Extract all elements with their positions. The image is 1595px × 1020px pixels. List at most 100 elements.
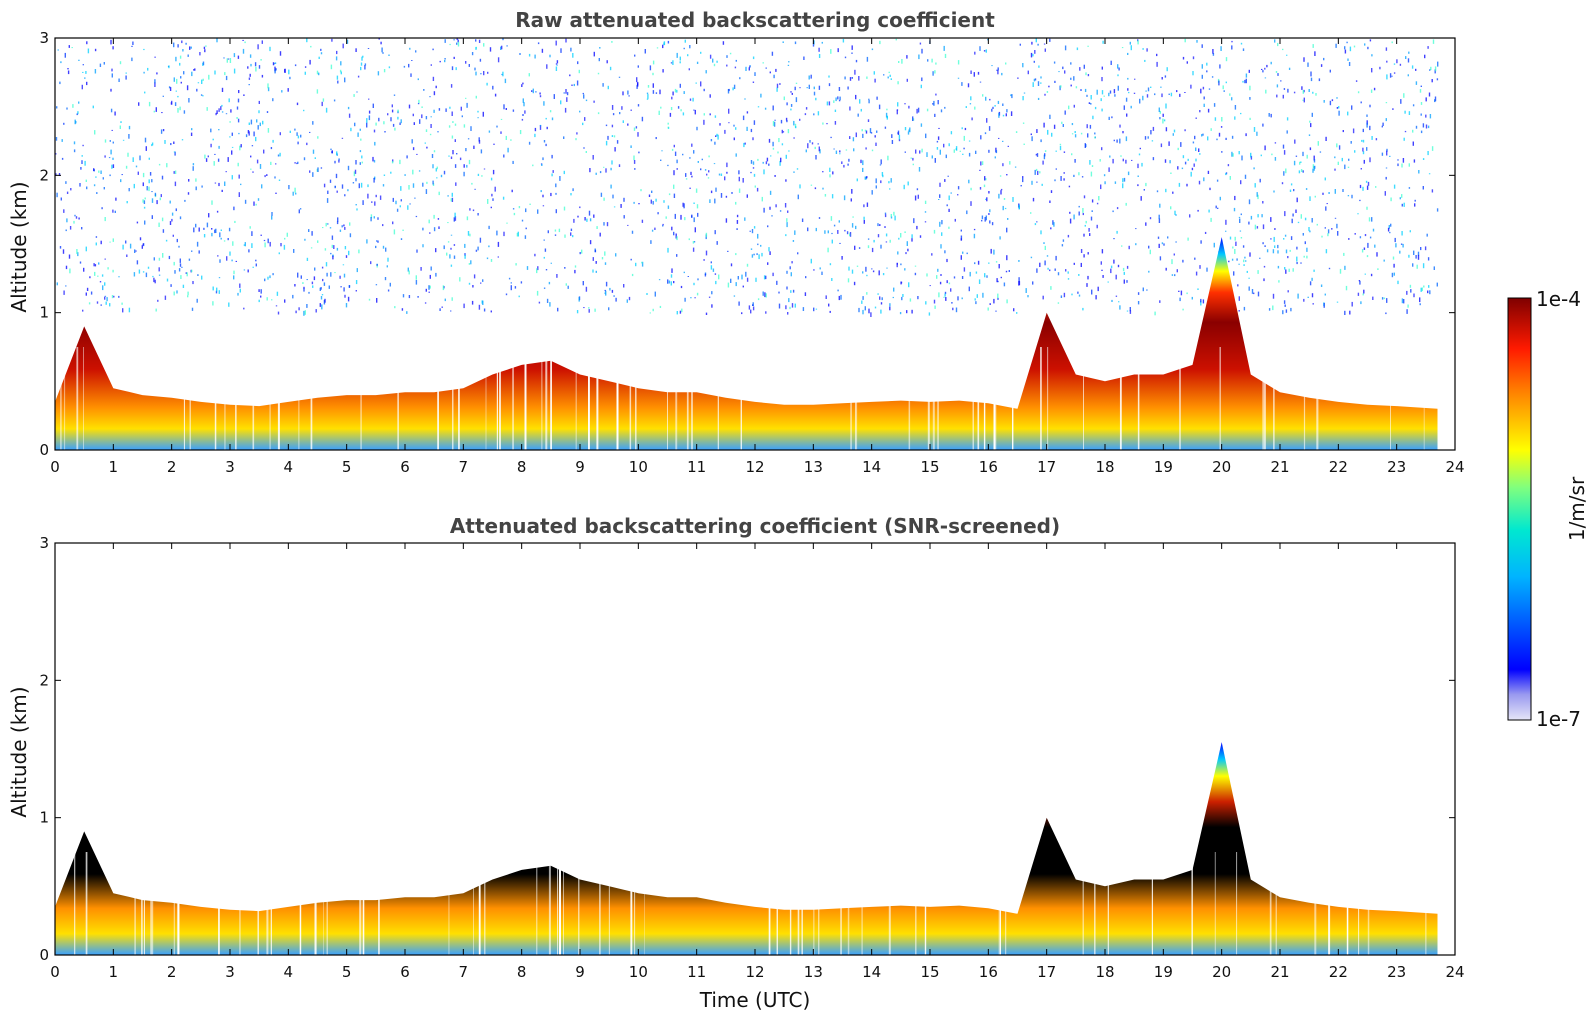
noise-dot	[881, 297, 883, 301]
noise-dot	[331, 150, 333, 154]
noise-dot	[937, 136, 940, 140]
noise-dot	[180, 81, 182, 84]
noise-dot	[1200, 240, 1202, 244]
noise-dot	[1342, 130, 1344, 133]
streak	[177, 852, 180, 955]
noise-dot	[849, 106, 851, 111]
noise-dot	[1309, 120, 1311, 123]
noise-dot	[983, 184, 986, 188]
noise-dot	[243, 269, 246, 271]
noise-dot	[822, 171, 824, 173]
noise-dot	[581, 249, 583, 254]
noise-dot	[267, 87, 270, 92]
noise-dot	[389, 282, 391, 287]
noise-dot	[94, 264, 97, 267]
noise-dot	[1017, 77, 1019, 79]
noise-dot	[330, 272, 332, 277]
noise-dot	[1038, 65, 1040, 68]
x-tick-label: 18	[1095, 458, 1114, 476]
noise-dot	[1389, 155, 1391, 157]
streak	[686, 347, 689, 450]
noise-dot	[920, 84, 922, 89]
noise-dot	[231, 175, 233, 180]
noise-dot	[289, 76, 291, 80]
noise-dot	[475, 71, 477, 76]
noise-dot	[630, 145, 632, 148]
noise-dot	[1122, 131, 1124, 134]
noise-dot	[628, 296, 631, 301]
noise-dot	[1144, 59, 1146, 62]
noise-dot	[1032, 281, 1034, 285]
noise-dot	[1182, 155, 1185, 159]
noise-dot	[1123, 105, 1125, 110]
noise-dot	[1070, 62, 1072, 65]
noise-dot	[453, 56, 455, 59]
noise-dot	[1175, 214, 1177, 216]
noise-dot	[877, 223, 879, 227]
noise-dot	[713, 63, 716, 67]
noise-dot	[738, 170, 740, 175]
noise-dot	[191, 250, 193, 252]
noise-dot	[1150, 86, 1152, 88]
noise-dot	[605, 168, 607, 173]
noise-dot	[319, 287, 321, 291]
noise-dot	[790, 272, 792, 277]
noise-dot	[1241, 155, 1243, 161]
noise-dot	[1143, 189, 1145, 191]
noise-dot	[876, 130, 878, 133]
noise-dot	[375, 194, 377, 198]
noise-dot	[1406, 309, 1408, 314]
streak	[545, 347, 548, 450]
noise-dot	[111, 73, 113, 78]
x-tick-label: 24	[1445, 458, 1464, 476]
noise-dot	[539, 95, 542, 98]
noise-dot	[261, 40, 263, 44]
noise-dot	[936, 275, 938, 279]
streak	[326, 852, 328, 955]
noise-dot	[1293, 91, 1296, 94]
noise-dot	[1427, 257, 1430, 261]
noise-dot	[278, 179, 281, 181]
noise-dot	[926, 273, 928, 277]
noise-dot	[1404, 130, 1407, 133]
noise-dot	[296, 102, 299, 106]
noise-dot	[1238, 310, 1240, 312]
noise-dot	[224, 72, 226, 76]
noise-dot	[1367, 46, 1369, 50]
noise-dot	[81, 160, 83, 164]
noise-dot	[408, 295, 411, 299]
noise-dot	[1394, 237, 1396, 243]
noise-dot	[1032, 53, 1034, 57]
noise-dot	[1234, 195, 1236, 201]
noise-dot	[948, 195, 950, 201]
noise-dot	[961, 276, 964, 279]
noise-dot	[132, 157, 134, 162]
streak	[888, 852, 891, 955]
noise-dot	[693, 202, 695, 204]
noise-dot	[1146, 48, 1148, 52]
noise-dot	[1303, 97, 1305, 103]
noise-dot	[1362, 147, 1364, 152]
noise-dot	[105, 301, 107, 305]
noise-dot	[579, 252, 581, 255]
noise-dot	[776, 87, 778, 92]
noise-dot	[338, 159, 340, 163]
noise-dot	[1126, 113, 1128, 117]
noise-dot	[692, 241, 695, 244]
noise-dot	[1360, 168, 1362, 170]
noise-dot	[774, 119, 776, 121]
noise-dot	[1158, 107, 1160, 112]
noise-dot	[1423, 285, 1425, 288]
noise-dot	[739, 77, 741, 80]
noise-dot	[418, 170, 421, 172]
noise-dot	[1297, 221, 1300, 224]
noise-dot	[1359, 236, 1362, 239]
noise-dot	[149, 172, 152, 176]
noise-dot	[751, 254, 754, 258]
noise-dot	[1261, 214, 1263, 218]
noise-dot	[259, 122, 261, 127]
noise-dot	[1286, 130, 1288, 134]
noise-dot	[412, 183, 415, 188]
noise-dot	[886, 115, 888, 120]
noise-dot	[415, 280, 418, 285]
